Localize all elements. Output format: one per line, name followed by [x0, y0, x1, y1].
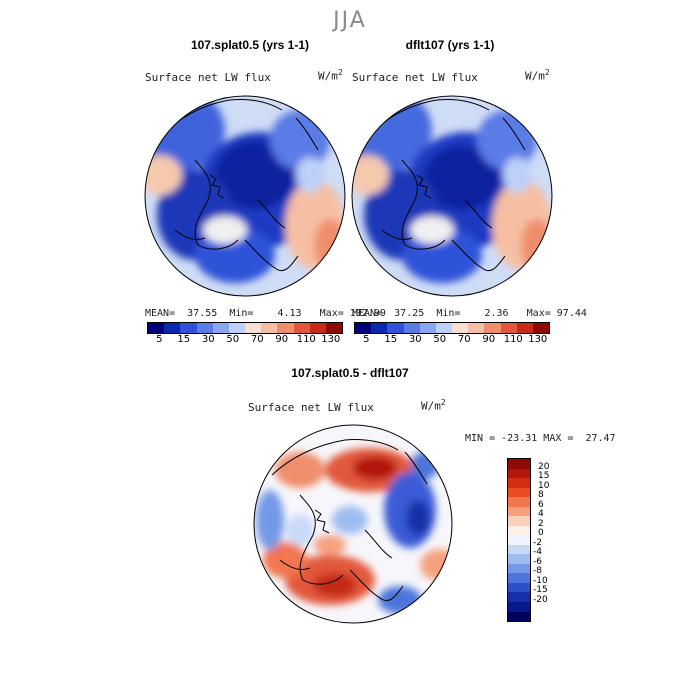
colorbar-swatch	[261, 323, 278, 333]
colorbar-swatch	[508, 535, 530, 545]
colorbar-swatch	[508, 487, 530, 498]
colorbar-swatch	[468, 323, 485, 333]
colorbar-swatch	[508, 573, 530, 583]
colorbar-tick-label: -2	[533, 537, 542, 548]
panel1-colorbar: 5 15 30 50 70 90 110 130	[147, 322, 343, 345]
panel2-stats: MEAN= 37.25 Min= 2.36 Max= 97.44	[352, 308, 587, 319]
diff-title: 107.splat0.5 - dflt107	[291, 366, 409, 380]
colorbar-tick-label: 110	[296, 334, 316, 345]
diff-map-border	[253, 424, 453, 624]
colorbar-swatch	[508, 592, 530, 602]
diff-field-label: Surface net LW flux	[248, 401, 374, 414]
panel1-stats: MEAN= 37.55 Min= 4.13 Max= 102.99	[145, 308, 386, 319]
colorbar-swatch	[148, 323, 165, 333]
colorbar-swatch	[500, 323, 517, 333]
colorbar-tick-label: 5	[363, 334, 370, 345]
colorbar-tick-label: 30	[201, 334, 215, 345]
colorbar-swatch	[508, 563, 530, 574]
colorbar-swatch	[228, 323, 246, 333]
colorbar-tick-label: 130	[528, 334, 548, 345]
panel1-map	[145, 96, 345, 296]
colorbar-swatch	[508, 516, 530, 526]
colorbar-swatch	[508, 506, 530, 517]
colorbar-tick-label: -15	[533, 585, 548, 596]
colorbar-swatch	[403, 323, 420, 333]
diff-units: W/m2	[421, 398, 446, 413]
colorbar-tick-label: 15	[538, 471, 550, 482]
colorbar-swatch	[355, 323, 372, 333]
diff-map	[254, 425, 452, 623]
colorbar-swatch	[387, 323, 404, 333]
colorbar-swatch	[435, 323, 453, 333]
colorbar-swatch	[245, 323, 262, 333]
panel1-units: W/m2	[318, 68, 343, 83]
panel2-map	[352, 96, 552, 296]
colorbar-tick-label: 130	[321, 334, 341, 345]
panel1-colorbar-ticks: 5 15 30 50 70 90 110 130	[147, 334, 343, 345]
panel2-colorbar: 5 15 30 50 70 90 110 130	[354, 322, 550, 345]
colorbar-swatch	[325, 323, 343, 333]
colorbar-swatch	[508, 459, 530, 469]
colorbar-tick-label: 8	[538, 490, 544, 501]
colorbar-swatch	[452, 323, 469, 333]
colorbar-swatch	[180, 323, 197, 333]
season-title: JJA	[333, 8, 367, 33]
colorbar-tick-label: 20	[538, 461, 550, 472]
colorbar-tick-label: -8	[533, 566, 542, 577]
colorbar-tick-label: 2	[538, 518, 544, 529]
colorbar-swatch	[484, 323, 501, 333]
colorbar-swatch	[508, 554, 530, 564]
colorbar-swatch	[508, 601, 530, 612]
colorbar-swatch	[164, 323, 181, 333]
colorbar-tick-label: -20	[533, 594, 548, 605]
colorbar-swatch	[508, 582, 530, 593]
panel2-title: dflt107 (yrs 1-1)	[405, 38, 495, 52]
colorbar-tick-label: 30	[408, 334, 422, 345]
colorbar-tick-label: 0	[538, 528, 544, 539]
colorbar-tick-label: 15	[384, 334, 398, 345]
panel2-field-label: Surface net LW flux	[352, 71, 478, 84]
colorbar-swatch	[516, 323, 533, 333]
colorbar-swatch	[212, 323, 229, 333]
colorbar-tick-label: -10	[533, 575, 548, 586]
colorbar-swatch	[508, 478, 530, 488]
panel1-map-border	[144, 95, 346, 297]
panel2-units: W/m2	[525, 68, 550, 83]
colorbar-swatch	[532, 323, 550, 333]
colorbar-swatch	[419, 323, 436, 333]
colorbar-swatch	[293, 323, 310, 333]
colorbar-swatch	[277, 323, 294, 333]
colorbar-swatch	[196, 323, 213, 333]
diff-minmax: MIN = -23.31 MAX = 27.47	[465, 433, 616, 444]
diff-colorbar	[507, 458, 531, 622]
colorbar-tick-label: 70	[250, 334, 264, 345]
colorbar-tick-label: 110	[503, 334, 523, 345]
colorbar-swatch	[508, 544, 530, 555]
panel1-field-label: Surface net LW flux	[145, 71, 271, 84]
colorbar-swatch	[508, 525, 530, 536]
colorbar-tick-label: 5	[156, 334, 163, 345]
colorbar-tick-label: 70	[457, 334, 471, 345]
colorbar-tick-label: -4	[533, 547, 542, 558]
colorbar-swatch	[508, 468, 530, 479]
panel1-title: 107.splat0.5 (yrs 1-1)	[190, 38, 310, 52]
colorbar-swatch	[309, 323, 326, 333]
colorbar-tick-label: 4	[538, 509, 544, 520]
colorbar-tick-label: 50	[433, 334, 447, 345]
colorbar-tick-label: -6	[533, 556, 542, 567]
colorbar-tick-label: 10	[538, 480, 550, 491]
colorbar-tick-label: 90	[275, 334, 289, 345]
colorbar-tick-label: 50	[226, 334, 240, 345]
colorbar-tick-label: 15	[177, 334, 191, 345]
colorbar-swatch	[508, 497, 530, 507]
colorbar-tick-label: 6	[538, 499, 544, 510]
panel2-colorbar-ticks: 5 15 30 50 70 90 110 130	[354, 334, 550, 345]
colorbar-swatch	[508, 611, 530, 622]
colorbar-swatch	[371, 323, 388, 333]
panel2-map-border	[351, 95, 553, 297]
colorbar-tick-label: 90	[482, 334, 496, 345]
